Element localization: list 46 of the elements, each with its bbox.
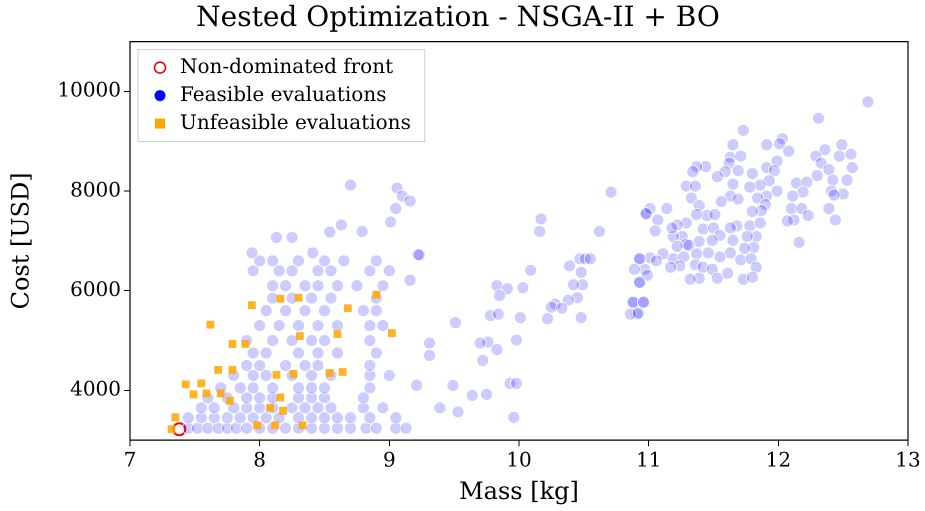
point (172, 422, 186, 436)
point (344, 304, 352, 312)
point (253, 421, 261, 430)
x-tick-label: 10 (506, 447, 532, 472)
x-tick-label: 11 (636, 447, 662, 472)
y-tick-label: 8000 (70, 177, 121, 202)
point (279, 406, 287, 415)
point (216, 389, 225, 398)
point (226, 396, 234, 405)
point (190, 390, 198, 398)
y-axis-title: Cost [USD] (6, 172, 35, 310)
x-tick-label: 7 (124, 447, 136, 472)
point (168, 425, 176, 434)
y-tick-label: 6000 (70, 276, 121, 301)
x-tick-label: 13 (895, 447, 921, 472)
point (206, 320, 214, 328)
x-axis-title: Mass [kg] (459, 476, 579, 505)
point (182, 380, 190, 388)
x-tick-label: 9 (382, 447, 396, 472)
point (296, 332, 304, 340)
point (338, 368, 347, 376)
point (202, 389, 210, 398)
point (248, 301, 256, 310)
y-tick-label: 10000 (57, 78, 121, 102)
point (294, 294, 302, 302)
point (276, 294, 284, 303)
point (171, 413, 180, 422)
y-tick-label: 4000 (70, 376, 121, 401)
point (197, 380, 206, 388)
point (214, 366, 222, 374)
point (388, 329, 396, 337)
point (228, 340, 236, 348)
point (276, 393, 284, 402)
x-tick-label: 8 (253, 447, 266, 472)
x-tick-label: 12 (766, 447, 792, 472)
point (298, 421, 306, 430)
legend-label: Non-dominated front (180, 54, 394, 78)
legend-label: Unfeasible evaluations (180, 110, 411, 134)
point (272, 371, 280, 379)
point (334, 330, 342, 338)
point (228, 366, 236, 374)
point (271, 421, 280, 430)
point (372, 290, 380, 299)
point (289, 370, 298, 378)
chart-title: Nested Optimization - NSGA-II + BO (196, 0, 720, 34)
legend-label: Feasible evaluations (180, 82, 386, 106)
